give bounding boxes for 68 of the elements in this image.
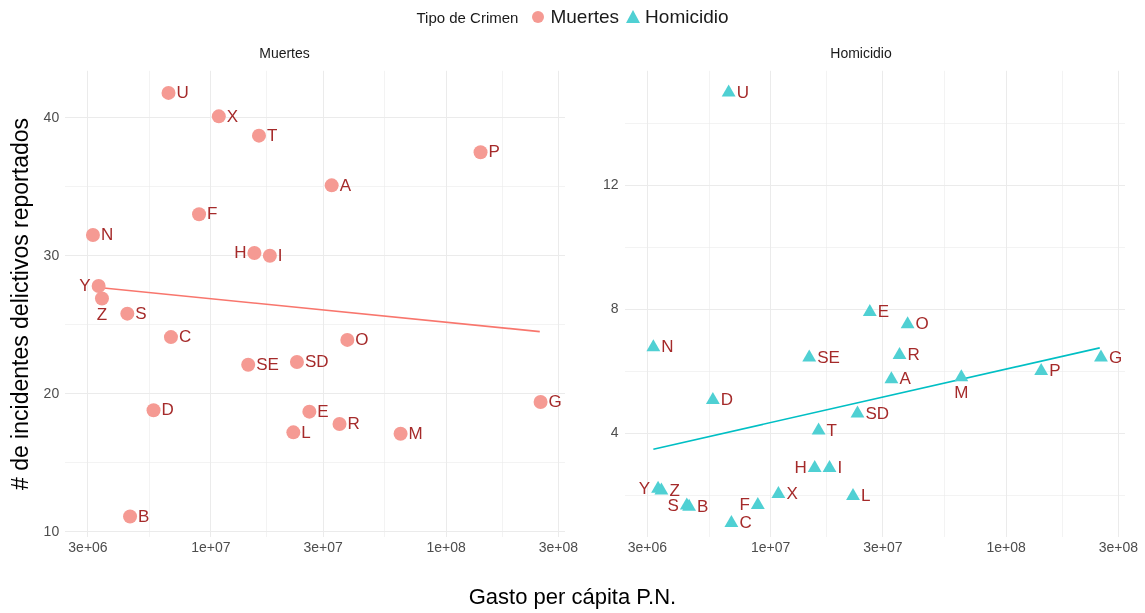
annotation: N xyxy=(661,337,674,357)
annotation: C xyxy=(178,327,192,347)
annotation: H xyxy=(794,458,807,478)
annotation: X xyxy=(226,106,239,126)
annotation: A xyxy=(339,175,352,195)
y-tick-label: 30 xyxy=(43,246,60,263)
annotation: SD xyxy=(865,403,890,423)
annotation: M xyxy=(408,423,423,443)
annotation: L xyxy=(301,422,311,442)
annotation: M xyxy=(954,383,969,403)
annotation: SE xyxy=(256,354,279,374)
x-tick-label: 3e+08 xyxy=(538,539,579,556)
annotation: U xyxy=(176,83,189,103)
x-tick-label: 1e+08 xyxy=(426,539,467,556)
annotation: R xyxy=(907,345,920,365)
annotation: G xyxy=(1108,347,1123,367)
x-tick-label: 3e+07 xyxy=(303,539,344,556)
annotation: L xyxy=(861,486,871,506)
y-tick-label: 20 xyxy=(43,384,60,401)
annotation: B xyxy=(697,497,709,517)
legend-title: Tipo de Crimen xyxy=(416,8,519,26)
annotation: F xyxy=(207,204,218,224)
annotation: E xyxy=(317,401,329,421)
annotation: E xyxy=(877,302,890,322)
annotation: D xyxy=(161,400,174,420)
annotation: O xyxy=(355,330,369,350)
x-tick-label: 1e+07 xyxy=(191,539,231,556)
x-tick-label: 3e+08 xyxy=(1098,539,1139,556)
annotation: N xyxy=(100,225,114,245)
annotation: S xyxy=(135,303,147,323)
x-tick-label: 3e+06 xyxy=(627,539,668,556)
annotation: R xyxy=(347,414,360,434)
y-tick-label: 12 xyxy=(602,176,619,193)
legend-label: Homicidio xyxy=(645,6,729,27)
annotation: Y xyxy=(638,479,651,499)
annotation: C xyxy=(739,513,752,533)
x-tick-label: 1e+07 xyxy=(750,539,791,556)
legend-label: Muertes xyxy=(550,6,620,27)
annotation: X xyxy=(786,484,798,504)
x-axis-title: Gasto per cápita P.N. xyxy=(467,584,678,610)
y-tick-label: 40 xyxy=(43,108,60,125)
annotation: I xyxy=(277,245,283,265)
annotation: F xyxy=(739,495,750,515)
annotation: P xyxy=(488,142,500,162)
annotation: G xyxy=(548,392,562,412)
x-tick-label: 3e+07 xyxy=(863,539,903,556)
annotation: B xyxy=(138,506,150,526)
y-tick-label: 10 xyxy=(43,522,60,539)
annotation: T xyxy=(826,420,837,440)
y-axis-title: # de incidentes delictivos reportados xyxy=(7,117,34,491)
annotation: Y xyxy=(79,276,91,296)
annotation: Z xyxy=(96,304,108,324)
annotation: O xyxy=(915,314,929,334)
y-tick-label: 4 xyxy=(610,424,619,441)
annotation: U xyxy=(736,82,749,102)
chart-title: Muertes xyxy=(259,45,310,62)
annotation: H xyxy=(234,243,247,263)
x-tick-label: 3e+06 xyxy=(68,539,108,556)
annotation: T xyxy=(266,125,278,145)
y-tick-label: 8 xyxy=(610,300,619,317)
annotation: I xyxy=(837,458,843,478)
annotation: SE xyxy=(817,347,840,367)
annotation: D xyxy=(720,390,734,410)
chart-title: Homicidio xyxy=(830,45,892,62)
annotation: P xyxy=(1049,361,1061,381)
x-tick-label: 1e+08 xyxy=(986,539,1026,556)
annotation: A xyxy=(899,369,912,389)
annotation: SD xyxy=(304,352,329,372)
